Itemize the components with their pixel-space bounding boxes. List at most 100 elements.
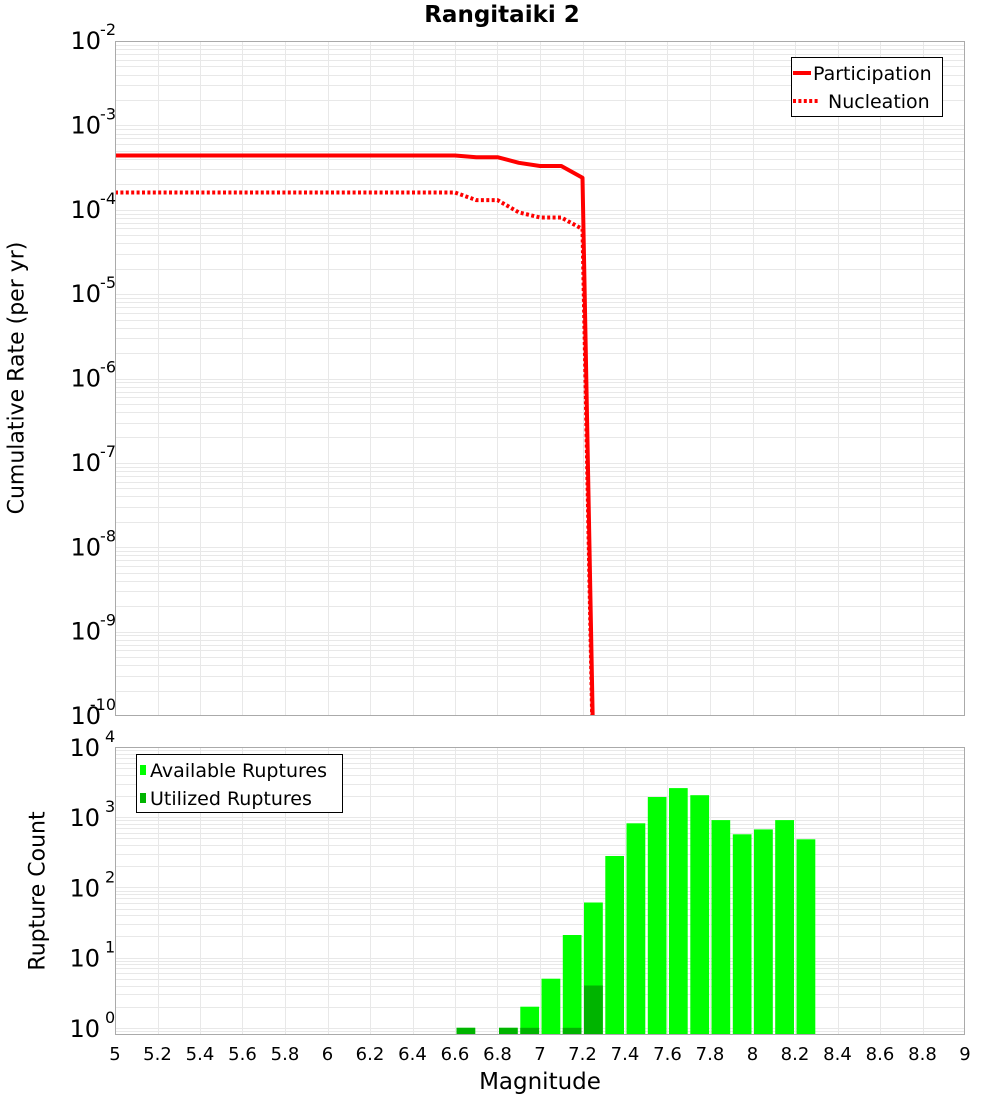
tick-base: 10 xyxy=(70,618,101,646)
rupture-legend: Available Ruptures Utilized Ruptures xyxy=(136,754,343,813)
rate-y-tick-labels: 10-210-310-410-510-610-710-810 -910-10 xyxy=(70,20,116,730)
tick-base: 10 xyxy=(69,734,100,762)
bar-swatch-icon xyxy=(140,793,146,803)
tick-exponent: 0 xyxy=(105,1008,115,1027)
x-tick-label: 6.4 xyxy=(398,1044,427,1065)
utilized-ruptures-series xyxy=(456,985,603,1035)
tick-base: 10 xyxy=(70,449,101,477)
x-tick-label: 8.2 xyxy=(781,1044,810,1065)
rate-y-axis-label: Cumulative Rate (per yr) xyxy=(4,241,30,515)
tick-exponent: 1 xyxy=(105,938,115,957)
tick-exponent: -5 xyxy=(100,273,116,292)
x-tick-label: 6.2 xyxy=(356,1044,385,1065)
legend-label: Utilized Ruptures xyxy=(150,788,312,810)
legend-box xyxy=(136,754,343,813)
x-tick-label: 5.8 xyxy=(271,1044,300,1065)
x-tick-label: 7.2 xyxy=(568,1044,597,1065)
y-tick-label: 10 -8 xyxy=(70,526,116,561)
bar xyxy=(669,788,688,1035)
count-y-axis-label: Rupture Count xyxy=(25,811,51,971)
y-tick-label: 10-10 xyxy=(70,695,116,730)
tick-base: 10 xyxy=(70,280,101,308)
tick-base: 10 xyxy=(70,533,101,561)
bar xyxy=(796,839,816,1035)
legend-box xyxy=(791,57,943,117)
rupture-count-plot-border xyxy=(115,747,965,1035)
chart-title: Rangitaiki 2 xyxy=(424,2,580,28)
tick-base: 10 xyxy=(70,27,101,55)
tick-base: 10 xyxy=(69,804,100,832)
bar xyxy=(541,978,561,1035)
magnitude-x-tick-labels: 5 5.2 5.4 5.6 5.8 6 6.2 6.4 6.6 6.8 7 7.2 7.4 7.6 7.8 8… xyxy=(109,1044,970,1065)
y-tick-label: 10 -4 xyxy=(70,189,116,224)
x-tick-label: 6.6 xyxy=(441,1044,470,1065)
tick-exponent: 3 xyxy=(105,797,115,816)
x-tick-label: 5.2 xyxy=(143,1044,172,1065)
legend-label: Available Ruptures xyxy=(150,760,327,782)
bar xyxy=(690,795,710,1035)
rupture-count-plot xyxy=(115,747,965,1035)
bar xyxy=(754,829,773,1035)
y-tick-label: 10 -7 xyxy=(70,442,116,477)
x-tick-label: 8.8 xyxy=(908,1044,937,1065)
y-tick-label: 10 3 xyxy=(69,797,115,832)
tick-exponent: -4 xyxy=(100,189,116,208)
tick-exponent: 4 xyxy=(105,727,115,746)
available-ruptures-series xyxy=(456,788,816,1035)
legend-label: Participation xyxy=(813,63,932,85)
tick-exponent: 2 xyxy=(105,867,115,886)
tick-base: 10 xyxy=(70,111,101,139)
participation-curve xyxy=(115,153,595,716)
x-tick-label: 7.8 xyxy=(696,1044,725,1065)
x-tick-label: 6.8 xyxy=(483,1044,512,1065)
x-tick-label: 5 xyxy=(109,1044,120,1065)
y-tick-label: 10 -6 xyxy=(70,358,116,393)
rate-legend: Participation Nucleation xyxy=(791,57,943,117)
x-tick-label: 8.4 xyxy=(823,1044,852,1065)
y-tick-label: 10 -5 xyxy=(70,273,116,308)
tick-base: 10 xyxy=(70,365,101,393)
tick-base: 10 xyxy=(69,874,100,902)
tick-exponent: -9 xyxy=(100,611,116,630)
x-tick-label: 7 xyxy=(534,1044,545,1065)
x-tick-label: 6 xyxy=(322,1044,333,1065)
tick-base: 10 xyxy=(70,702,101,730)
legend-label: Nucleation xyxy=(828,91,930,113)
bar xyxy=(711,820,731,1035)
bar xyxy=(732,834,752,1035)
x-tick-label: 5.4 xyxy=(186,1044,215,1065)
nucleation-curve xyxy=(115,190,595,716)
y-tick-label: 10 -2 xyxy=(70,20,116,55)
rupture-bars xyxy=(456,788,816,1035)
x-tick-label: 8.6 xyxy=(866,1044,895,1065)
bar xyxy=(647,797,667,1035)
tick-base: 10 xyxy=(69,945,100,973)
bar xyxy=(520,1027,540,1035)
bar xyxy=(584,985,603,1035)
y-tick-label: 10 1 xyxy=(69,938,115,973)
bar xyxy=(562,935,582,1035)
x-tick-label: 7.6 xyxy=(653,1044,682,1065)
count-y-tick-labels: 10 4 10 3 10 2 10 1 10 0 xyxy=(69,727,115,1043)
bar xyxy=(562,1027,582,1035)
x-tick-label: 9 xyxy=(959,1044,970,1065)
bar xyxy=(499,1027,518,1035)
magnitude-x-axis-label: Magnitude xyxy=(479,1069,601,1095)
bar xyxy=(605,856,624,1035)
x-tick-label: 5.6 xyxy=(228,1044,257,1065)
bar xyxy=(626,823,646,1035)
rupture-count-plot-gridlines xyxy=(115,747,965,1035)
tick-exponent: -8 xyxy=(100,526,116,545)
tick-exponent: -7 xyxy=(100,442,116,461)
tick-base: 10 xyxy=(69,1015,100,1043)
y-tick-label: 10 0 xyxy=(69,1008,115,1043)
bar xyxy=(456,1027,476,1035)
tick-exponent: -3 xyxy=(100,104,116,123)
y-tick-label: 10 -9 xyxy=(70,611,116,646)
rate-plot xyxy=(115,41,965,716)
y-tick-label: 10 4 xyxy=(69,727,115,762)
x-tick-label: 8 xyxy=(747,1044,758,1065)
rate-curves xyxy=(115,153,595,716)
rate-plot-border xyxy=(115,41,965,716)
tick-base: 10 xyxy=(70,196,101,224)
